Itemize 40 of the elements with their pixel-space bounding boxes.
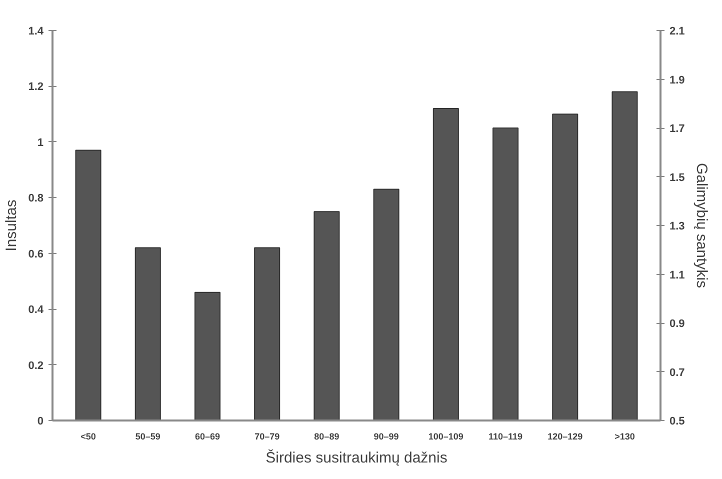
x-tick-label: 50–59 — [135, 432, 160, 442]
y2-axis-title: Galimybių santykis — [692, 162, 710, 288]
bar — [432, 108, 459, 420]
y-tick-label: 0.6 — [28, 248, 44, 260]
y-tick-label: 1 — [37, 136, 44, 149]
y2-tick-label: 1.3 — [670, 220, 685, 232]
x-tick-label: 70–79 — [254, 432, 280, 442]
x-tick-label: 110–119 — [488, 432, 523, 442]
y2-tick-label: 0.9 — [670, 318, 685, 330]
bar — [194, 292, 220, 420]
y2-tick-label: 0.7 — [670, 366, 685, 379]
bar — [134, 247, 161, 420]
y-tick-label: 0.2 — [28, 360, 44, 372]
bar — [612, 91, 638, 420]
y2-tick-label: 1.1 — [670, 269, 685, 282]
bar — [552, 114, 578, 420]
y-tick-label: 0.8 — [28, 192, 44, 205]
bar — [75, 150, 102, 420]
y-tick-label: 0 — [37, 416, 44, 428]
x-tick-label: 60–69 — [194, 432, 220, 442]
bar — [373, 188, 400, 420]
y2-tick-label: 2.1 — [670, 26, 685, 38]
y2-tick-label: 1.9 — [670, 74, 685, 86]
x-tick-label: 90–99 — [374, 432, 399, 442]
x-axis-title: Širdies susitraukimų dažnis — [266, 448, 448, 466]
y-tick-label: 1.4 — [28, 26, 44, 38]
x-tick-label: >130 — [614, 432, 635, 442]
y2-tick-label: 1.7 — [670, 123, 685, 135]
bar — [254, 247, 280, 420]
y-tick-label: 0.4 — [28, 304, 44, 316]
bar — [492, 128, 519, 420]
y2-tick-label: 0.5 — [670, 416, 685, 428]
x-tick-label: 80–89 — [314, 432, 340, 442]
x-tick-label: <50 — [80, 432, 96, 442]
y-axis-title: Insultas — [3, 200, 20, 252]
x-tick-label: 100–109 — [428, 432, 464, 442]
y-tick-label: 1.2 — [28, 81, 44, 94]
x-tick-label: 120–129 — [548, 432, 583, 442]
bar — [314, 211, 340, 420]
y2-tick-label: 1.5 — [670, 172, 685, 184]
